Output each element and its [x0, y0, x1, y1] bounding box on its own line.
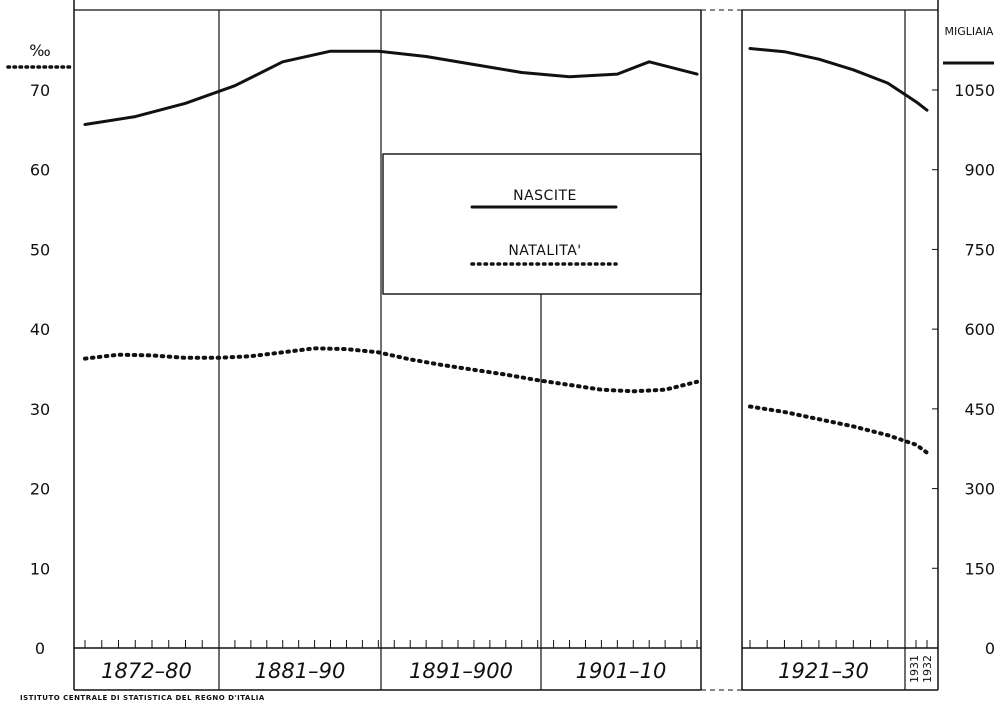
period-labels: 1872–80 1881–90 1891–900 1901–10 1921–30 1931… [101, 655, 934, 683]
axis-labels: 0 10 20 30 40 50 60 70 0 150 300 450 600 750 900 1050 ‰ M… [6, 25, 995, 658]
right-tick-label: 750 [964, 240, 995, 259]
legend-label: NASCITE [513, 188, 577, 204]
frame-lines [73, 0, 939, 691]
natalita-line [748, 404, 929, 455]
right-tick-label: 0 [985, 639, 995, 658]
legend: NASCITE NATALITA' [382, 153, 702, 295]
period-label: 1891–900 [409, 659, 513, 683]
left-tick-label: 60 [30, 161, 50, 180]
right-tick-label: 450 [964, 400, 995, 419]
period-label-rotated: 1932 [921, 655, 934, 683]
left-tick-label: 10 [30, 559, 50, 578]
period-label: 1881–90 [255, 659, 346, 683]
nascite-line [748, 47, 929, 112]
axis-ticks [84, 89, 938, 649]
legend-label: NATALITA' [508, 243, 581, 259]
right-tick-label: 900 [964, 161, 995, 180]
source-credit: ISTITUTO CENTRALE DI STATISTICA DEL REGN… [20, 694, 265, 702]
left-tick-label: 40 [30, 320, 50, 339]
left-unit-label: ‰ [29, 41, 50, 60]
left-tick-label: 50 [30, 240, 50, 259]
right-tick-label: 300 [964, 480, 995, 499]
period-label: 1901–10 [576, 659, 667, 683]
legend-box [382, 153, 702, 295]
right-tick-label: 600 [964, 320, 995, 339]
right-tick-label: 150 [964, 559, 995, 578]
series-lines [83, 47, 929, 455]
right-tick-label: 1050 [954, 81, 995, 100]
left-tick-label: 30 [30, 400, 50, 419]
right-unit-label: MIGLIAIA [945, 25, 994, 38]
left-tick-label: 20 [30, 480, 50, 499]
left-tick-label: 0 [35, 639, 45, 658]
period-label: 1872–80 [101, 659, 192, 683]
period-label: 1921–30 [778, 659, 869, 683]
natalita-line [83, 346, 699, 394]
period-label-rotated: 1931 [908, 655, 921, 683]
nascite-line [83, 49, 699, 126]
left-tick-label: 70 [30, 81, 50, 100]
